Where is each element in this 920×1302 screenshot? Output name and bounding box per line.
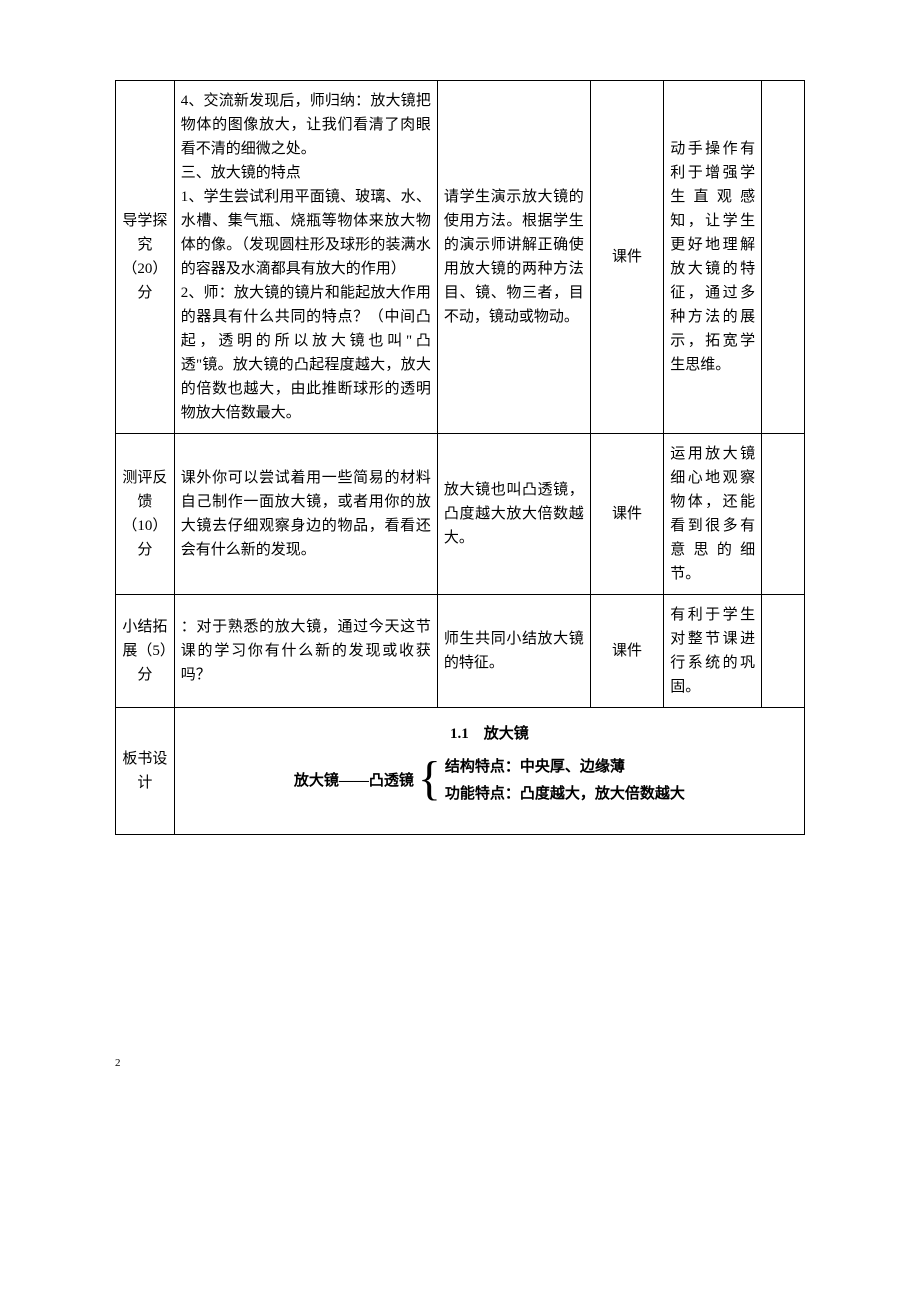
row-content-method: 请学生演示放大镜的使用方法。根据学生的演示师讲解正确使用放大镜的两种方法目、镜、… <box>437 81 590 434</box>
board-right-line1: 结构特点：中央厚、边缘薄 <box>445 754 685 781</box>
table-row: 测评反馈（10）分课外你可以尝试着用一些简易的材料自己制作一面放大镜，或者用你的… <box>116 434 805 595</box>
row-content-intent: 运用放大镜细心地观察物体，还能看到很多有意思的细节。 <box>664 434 762 595</box>
lesson-plan-table: 导学探究（20）分4、交流新发现后，师归纳：放大镜把物体的图像放大，让我们看清了… <box>115 80 805 835</box>
row-content-main: 课外你可以尝试着用一些简易的材料自己制作一面放大镜，或者用你的放大镜去仔细观察身… <box>174 434 437 595</box>
row-content-intent: 动手操作有利于增强学生直观感知，让学生更好地理解放大镜的特征，通过多种方法的展示… <box>664 81 762 434</box>
table-row: 导学探究（20）分4、交流新发现后，师归纳：放大镜把物体的图像放大，让我们看清了… <box>116 81 805 434</box>
row-content-media: 课件 <box>590 595 663 708</box>
row-content-intent: 有利于学生对整节课进行系统的巩固。 <box>664 595 762 708</box>
board-body: 放大镜——凸透镜{结构特点：中央厚、边缘薄功能特点：凸度越大，放大倍数越大 <box>183 754 796 808</box>
row-label: 导学探究（20）分 <box>116 81 175 434</box>
board-label: 板书设计 <box>116 708 175 835</box>
row-content-media: 课件 <box>590 81 663 434</box>
row-content-method: 师生共同小结放大镜的特征。 <box>437 595 590 708</box>
brace-icon: { <box>418 755 441 803</box>
row-content-main: 4、交流新发现后，师归纳：放大镜把物体的图像放大，让我们看清了肉眼看不清的细微之… <box>174 81 437 434</box>
board-content: 1.1 放大镜放大镜——凸透镜{结构特点：中央厚、边缘薄功能特点：凸度越大，放大… <box>174 708 804 835</box>
board-right-line2: 功能特点：凸度越大，放大倍数越大 <box>445 781 685 808</box>
board-title: 1.1 放大镜 <box>183 722 796 746</box>
table-row: 小结拓展（5）分：对于熟悉的放大镜，通过今天这节课的学习你有什么新的发现或收获吗… <box>116 595 805 708</box>
row-label: 小结拓展（5）分 <box>116 595 175 708</box>
row-content-media: 课件 <box>590 434 663 595</box>
row-content-extra <box>762 434 805 595</box>
row-label: 测评反馈（10）分 <box>116 434 175 595</box>
board-left: 放大镜——凸透镜 <box>294 769 414 793</box>
board-design-row: 板书设计1.1 放大镜放大镜——凸透镜{结构特点：中央厚、边缘薄功能特点：凸度越… <box>116 708 805 835</box>
row-content-extra <box>762 595 805 708</box>
row-content-main: ：对于熟悉的放大镜，通过今天这节课的学习你有什么新的发现或收获吗？ <box>174 595 437 708</box>
row-content-extra <box>762 81 805 434</box>
page-number: 2 <box>115 1055 805 1073</box>
board-right: 结构特点：中央厚、边缘薄功能特点：凸度越大，放大倍数越大 <box>445 754 685 808</box>
row-content-method: 放大镜也叫凸透镜，凸度越大放大倍数越大。 <box>437 434 590 595</box>
